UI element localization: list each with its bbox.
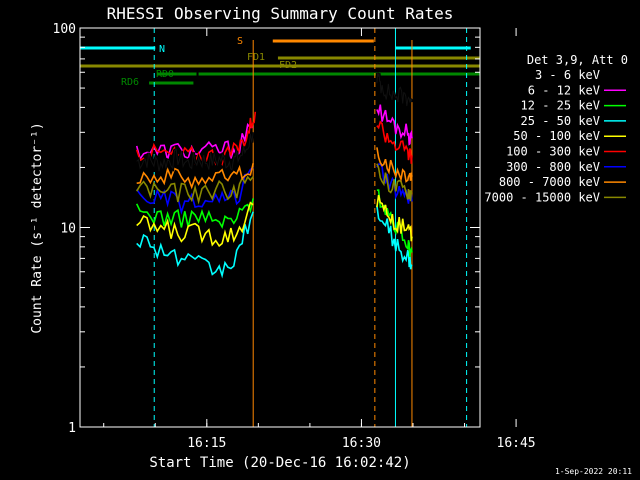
y-tick-label-0: 1 bbox=[68, 421, 76, 436]
series-line-3-1 bbox=[376, 205, 413, 270]
legend-entry-2: 12 - 25 keV bbox=[521, 99, 600, 113]
flag-label-rd6: RD6 bbox=[121, 77, 139, 88]
legend-entry-5: 100 - 300 keV bbox=[506, 145, 600, 159]
series-line-outline-0-0 bbox=[136, 132, 254, 172]
legend-entry-4: 50 - 100 keV bbox=[513, 129, 600, 143]
series-line-8-1 bbox=[376, 163, 413, 202]
x-tick-label-1: 16:30 bbox=[342, 436, 381, 451]
y-axis-label: Count Rate (s⁻¹ detector⁻¹) bbox=[30, 122, 45, 333]
legend-title: Det 3,9, Att 0 bbox=[527, 53, 628, 67]
legend-entry-8: 7000 - 15000 keV bbox=[484, 190, 600, 204]
flag-label-fd2: FD2 bbox=[279, 60, 297, 71]
legend-entry-3: 25 - 50 keV bbox=[521, 114, 600, 128]
y-tick-label-2: 100 bbox=[53, 22, 76, 37]
flag-label-fd1: FD1 bbox=[247, 52, 265, 63]
series-line-4-1 bbox=[376, 194, 413, 242]
footer-date: 1-Sep-2022 20:11 bbox=[555, 467, 632, 476]
legend-entry-1: 6 - 12 keV bbox=[528, 83, 600, 97]
series-lines bbox=[135, 72, 414, 279]
series-line-2-1 bbox=[376, 189, 413, 257]
flag-label-n: N bbox=[159, 44, 165, 55]
flag-label-s: S bbox=[237, 36, 243, 47]
series-line-5-1 bbox=[376, 120, 413, 164]
y-axis: 1 10 100 bbox=[53, 22, 480, 436]
series-line-2-0 bbox=[135, 198, 254, 229]
chart-title: RHESSI Observing Summary Count Rates bbox=[107, 4, 454, 23]
legend-entry-7: 800 - 7000 keV bbox=[499, 175, 600, 189]
series-line-7-0 bbox=[136, 163, 254, 190]
series-line-4-0 bbox=[136, 201, 254, 248]
x-axis-label: Start Time (20-Dec-16 16:02:42) bbox=[149, 455, 410, 471]
series-line-1-1 bbox=[376, 104, 413, 146]
legend-entry-6: 300 - 800 keV bbox=[506, 160, 600, 174]
series-line-3-0 bbox=[136, 211, 254, 279]
series-line-7-1 bbox=[376, 147, 413, 183]
series-line-5-0 bbox=[135, 111, 257, 167]
series-line-6-0 bbox=[136, 166, 254, 215]
series-line-outline-0-1 bbox=[376, 72, 413, 107]
legend-entry-0: 3 - 6 keV bbox=[535, 68, 600, 82]
flag-label-rd0: RD0 bbox=[156, 69, 174, 80]
series-line-8-0 bbox=[136, 175, 254, 205]
x-tick-label-0: 16:15 bbox=[187, 436, 226, 451]
y-tick-label-1: 10 bbox=[60, 222, 76, 237]
x-tick-label-2: 16:45 bbox=[497, 436, 536, 451]
flag-bars: N S FD1 FD2 RD0 RD6 bbox=[80, 36, 480, 88]
